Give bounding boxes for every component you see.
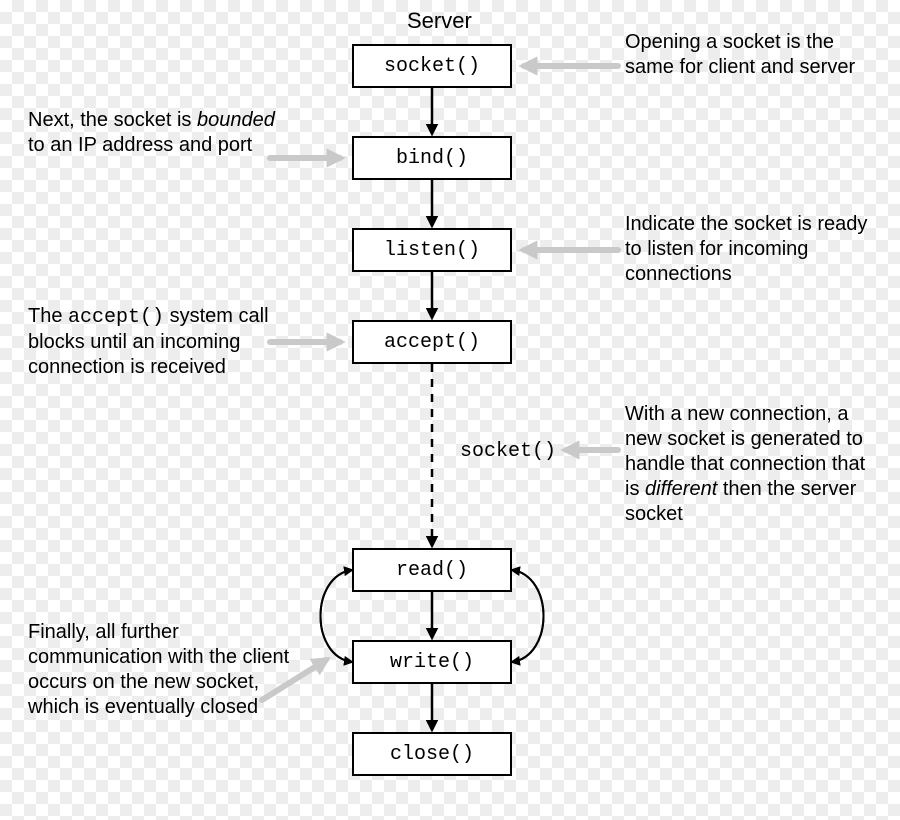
node-label: read() — [396, 559, 468, 582]
node-read: read() — [352, 548, 512, 592]
diagram-stage: Server socket() bind() listen() accept()… — [0, 0, 900, 820]
node-label: close() — [390, 743, 474, 766]
float-socket-label: socket() — [460, 440, 556, 463]
annot-socket: Opening a socket is the same for client … — [625, 30, 880, 80]
node-socket: socket() — [352, 44, 512, 88]
node-label: bind() — [396, 147, 468, 170]
node-label: write() — [390, 651, 474, 674]
diagram-title: Server — [407, 8, 472, 34]
node-accept: accept() — [352, 320, 512, 364]
node-write: write() — [352, 640, 512, 684]
annot-listen: Indicate the socket is ready to listen f… — [625, 212, 880, 287]
node-label: listen() — [384, 239, 480, 262]
annot-newsock: With a new connection, a new socket is g… — [625, 402, 885, 527]
node-listen: listen() — [352, 228, 512, 272]
annot-accept: The accept() system call blocks until an… — [28, 304, 298, 380]
node-close: close() — [352, 732, 512, 776]
node-bind: bind() — [352, 136, 512, 180]
node-label: socket() — [384, 55, 480, 78]
annot-close: Finally, all further communication with … — [28, 620, 298, 720]
node-label: accept() — [384, 331, 480, 354]
annot-bind: Next, the socket is bounded to an IP add… — [28, 108, 278, 158]
